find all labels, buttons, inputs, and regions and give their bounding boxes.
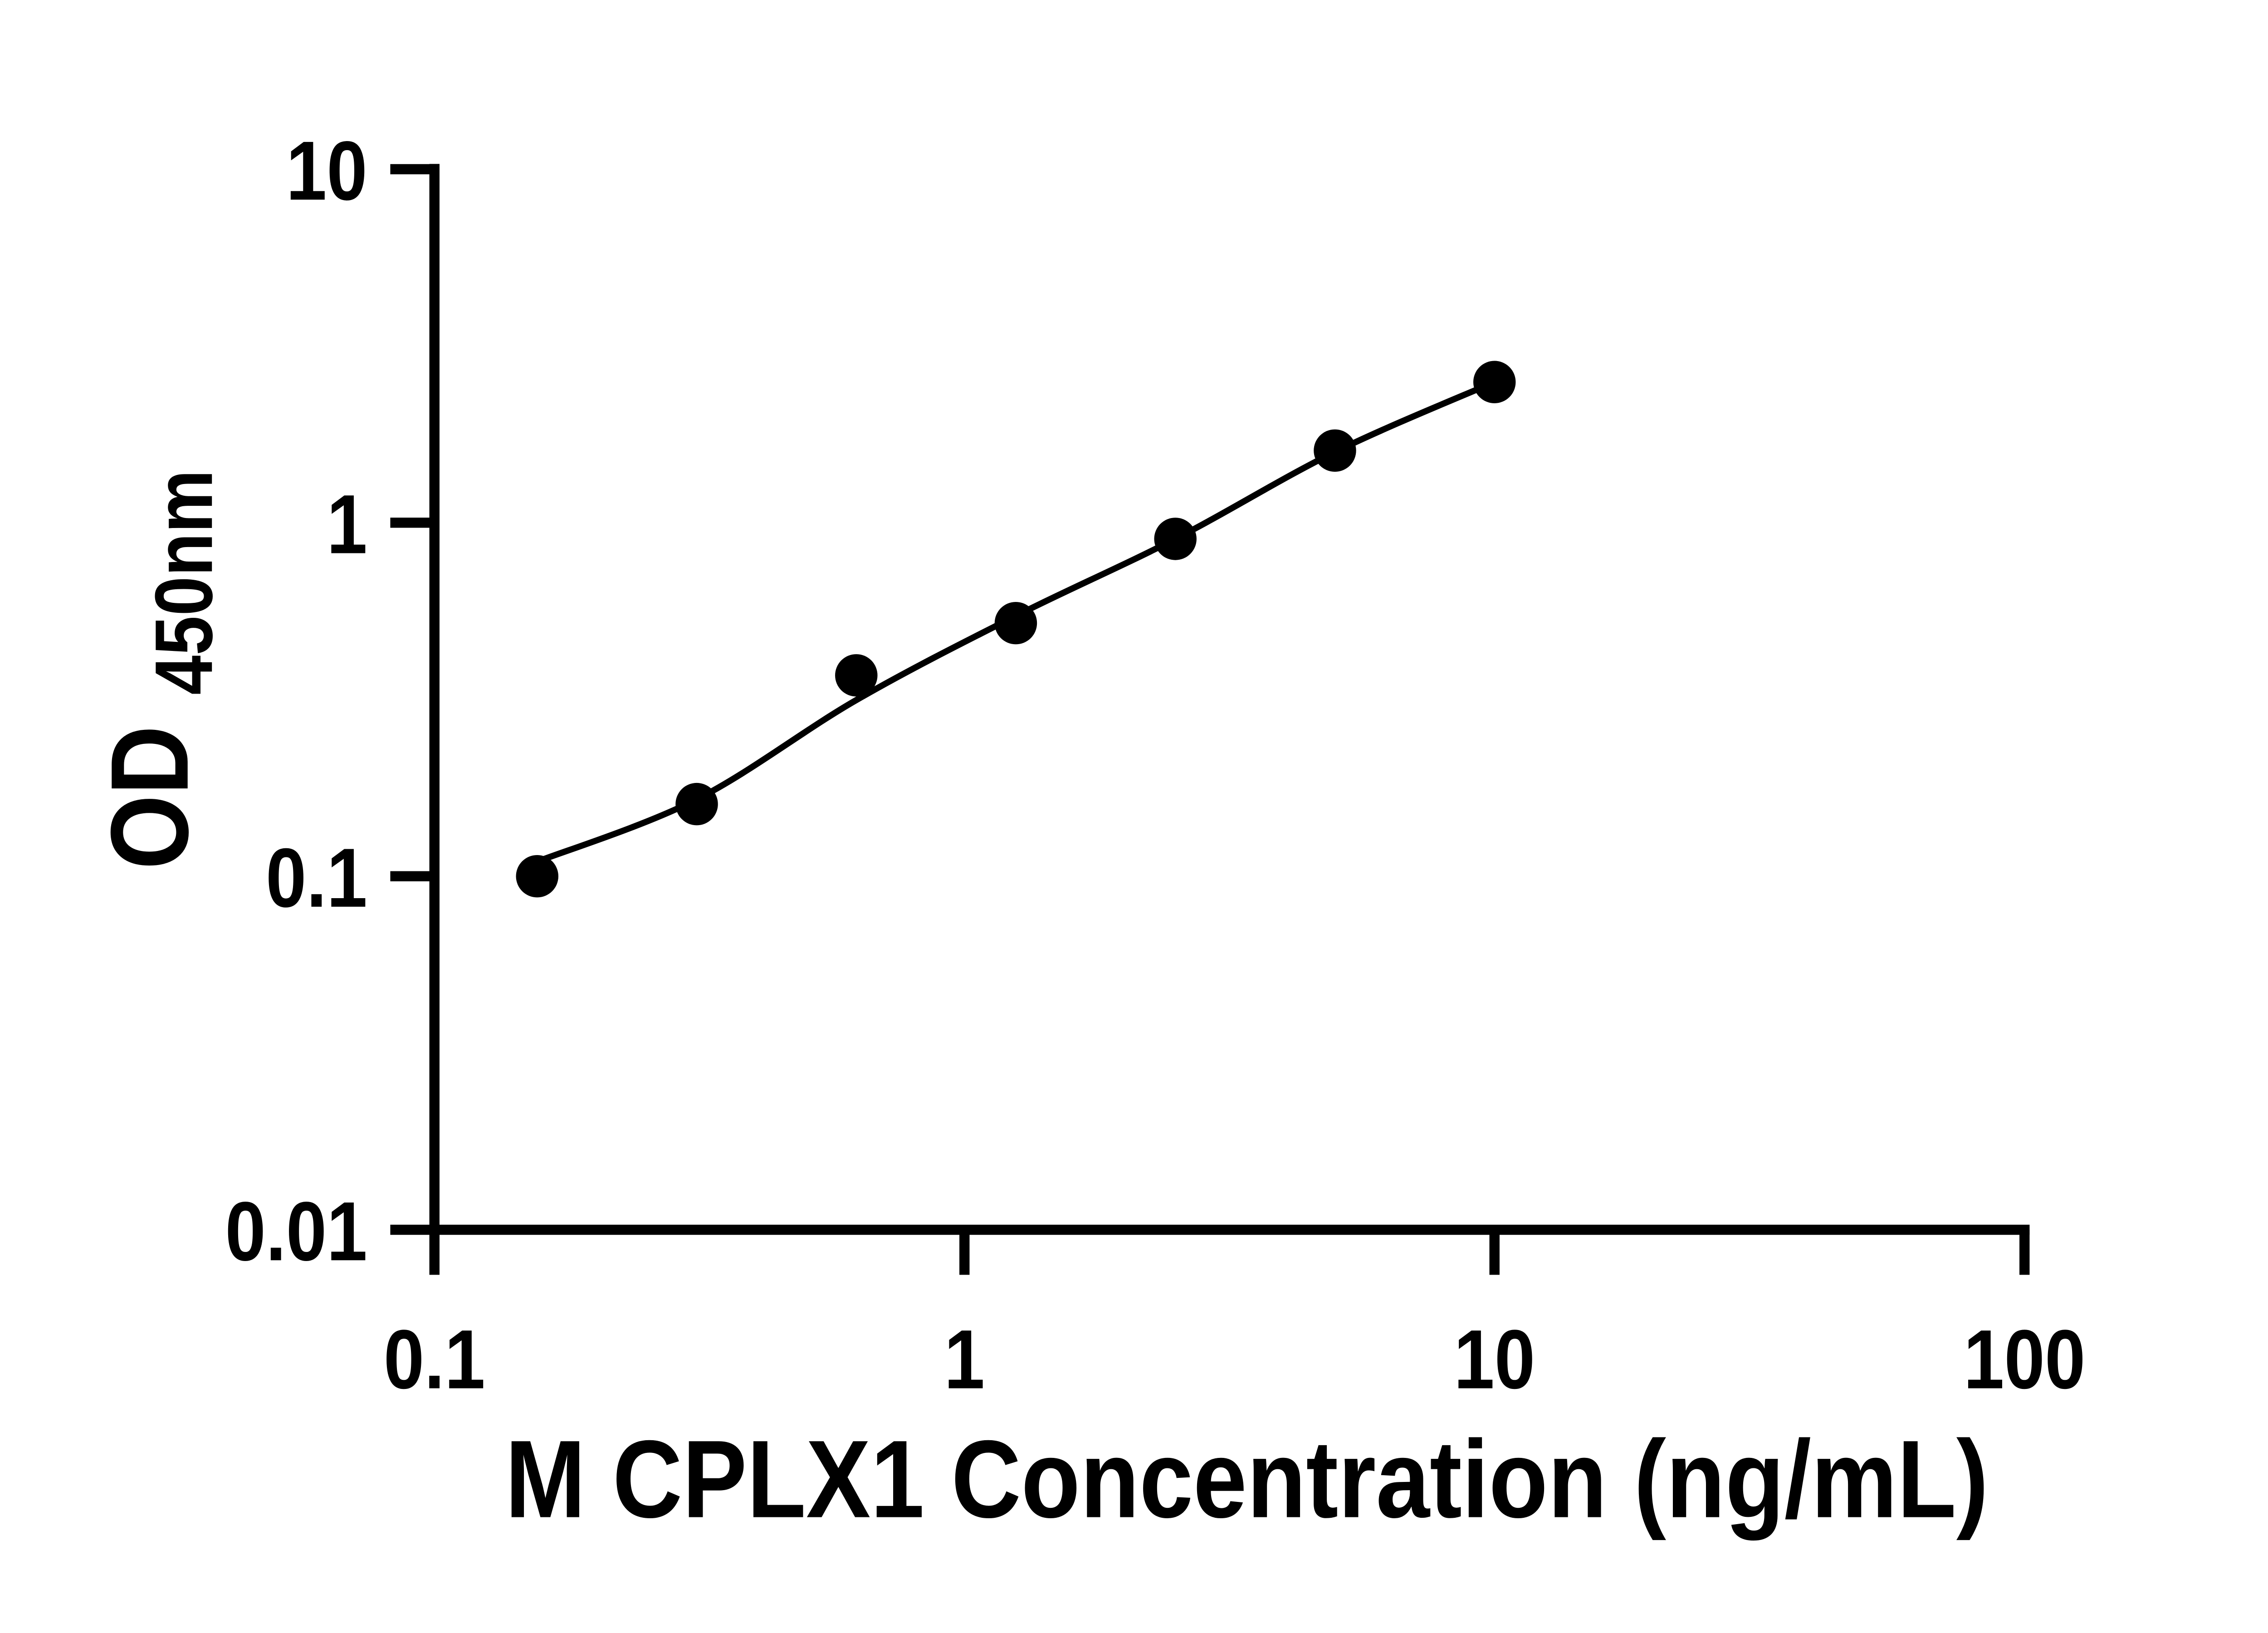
y-axis-title-subscript: 450nm xyxy=(138,469,230,694)
y-axis-tick-labels: 0.01 0.1 1 10 xyxy=(225,124,367,1278)
y-axis-ticks xyxy=(390,164,435,1235)
data-points xyxy=(516,361,1516,898)
x-axis-tick-labels: 0.1 1 10 100 xyxy=(384,1313,2086,1406)
data-point xyxy=(835,654,878,697)
data-point xyxy=(1473,361,1516,403)
y-tick-label: 1 xyxy=(327,478,367,572)
data-point xyxy=(516,855,558,898)
chart-background xyxy=(0,22,2268,1611)
x-axis-title: M CPLX1 Concentration (ng/mL) xyxy=(505,1418,1988,1541)
x-axis: 0.1 1 10 100 M CPLX1 Concentration (ng/mL) xyxy=(384,1224,2086,1541)
y-axis: 0.01 0.1 1 10 OD 450nm xyxy=(88,124,440,1278)
y-tick-label: 10 xyxy=(286,124,367,218)
y-axis-title: OD 450nm xyxy=(88,469,230,869)
y-axis-title-main: OD xyxy=(88,725,211,869)
x-axis-ticks xyxy=(429,1230,2030,1275)
x-tick-label: 100 xyxy=(1964,1313,2086,1406)
data-point xyxy=(675,782,718,826)
x-tick-label: 1 xyxy=(944,1313,985,1406)
x-tick-label: 10 xyxy=(1454,1313,1535,1406)
y-tick-label: 0.01 xyxy=(225,1185,367,1278)
x-tick-label: 0.1 xyxy=(384,1313,485,1406)
y-tick-label: 0.1 xyxy=(266,831,367,925)
data-point xyxy=(1154,518,1197,560)
data-point xyxy=(994,601,1037,645)
data-point xyxy=(1314,429,1356,472)
